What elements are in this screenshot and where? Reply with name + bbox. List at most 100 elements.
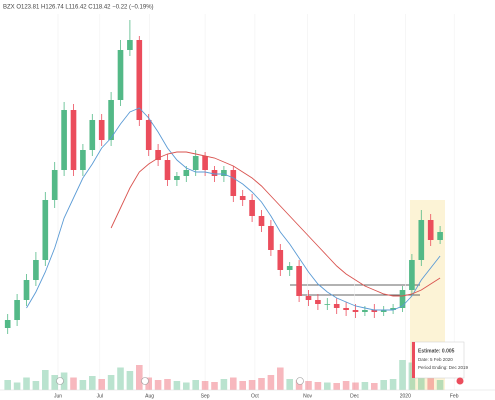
- volume-bar: [248, 380, 256, 390]
- candle-body: [61, 110, 67, 170]
- x-tick-label: Jul: [97, 393, 103, 399]
- event-marker[interactable]: [56, 377, 64, 385]
- x-tick-label: Dec: [350, 393, 359, 399]
- candle-body: [437, 232, 443, 240]
- volume-bar: [371, 383, 378, 390]
- volume-bar: [117, 367, 124, 390]
- x-tick-label: Feb: [450, 393, 459, 399]
- candle-body: [315, 300, 321, 304]
- candle-body: [155, 150, 161, 160]
- x-tick-label: 2020: [400, 393, 411, 399]
- volume-bar: [164, 379, 171, 390]
- volume-bar: [277, 367, 284, 390]
- volume-bar: [267, 375, 275, 390]
- volume-bar: [70, 377, 77, 390]
- x-tick-label: Aug: [145, 393, 154, 399]
- x-tick-label: Oct: [251, 393, 259, 399]
- candle-body: [183, 170, 190, 176]
- candle-body: [42, 200, 49, 260]
- candle-body: [136, 40, 143, 120]
- candle-body: [98, 120, 105, 140]
- volume-bar: [79, 380, 87, 390]
- volume-bar: [211, 382, 218, 390]
- candle-body: [305, 296, 312, 300]
- candle-body: [230, 170, 237, 196]
- event-marker[interactable]: [456, 377, 464, 385]
- volume-bar: [305, 381, 312, 390]
- candle-body: [277, 250, 284, 270]
- volume-bar: [192, 380, 199, 390]
- candle-body: [258, 216, 265, 226]
- candle-body: [211, 170, 218, 176]
- candle-body: [108, 100, 114, 140]
- volume-bar: [13, 382, 21, 390]
- volume-bar: [352, 382, 359, 390]
- volume-bar: [333, 383, 340, 390]
- candle-body: [239, 196, 246, 200]
- candle-body: [296, 266, 302, 296]
- volume-bar: [389, 379, 397, 390]
- candle-body: [117, 50, 124, 100]
- x-tick-label: Sep: [201, 393, 210, 399]
- volume-bar: [32, 381, 40, 390]
- candle-body: [409, 260, 415, 290]
- candle-body: [174, 176, 180, 180]
- moving-average-line: [26, 107, 441, 311]
- candle-body: [418, 220, 425, 260]
- volume-bar: [324, 382, 331, 390]
- x-tick-label: Nov: [303, 393, 312, 399]
- candle-body: [202, 156, 208, 170]
- volume-bar: [239, 381, 246, 390]
- volume-bar: [23, 377, 30, 390]
- volume-bar: [399, 360, 406, 390]
- candle-body: [390, 308, 396, 310]
- candle-body: [14, 300, 20, 320]
- volume-bar: [89, 376, 96, 390]
- volume-bar: [230, 377, 237, 390]
- plot: Jun Jul Aug Sep Oct Nov Dec 2020 Feb: [4, 14, 459, 399]
- candle-body: [399, 290, 406, 308]
- volume-bar: [42, 370, 49, 390]
- volume-bar: [342, 381, 350, 390]
- candle-body: [221, 170, 227, 176]
- volume-bar: [173, 381, 181, 390]
- volume-bar: [295, 380, 303, 390]
- event-marker[interactable]: [141, 377, 149, 385]
- candle-body: [80, 150, 86, 170]
- event-marker[interactable]: [296, 377, 304, 385]
- candle-body: [286, 266, 293, 270]
- candle-body: [51, 170, 58, 200]
- candle-body: [4, 320, 11, 328]
- candle-body: [333, 304, 340, 308]
- volume-bar: [201, 381, 209, 390]
- volume-bar: [51, 375, 58, 390]
- candle-body: [23, 280, 30, 300]
- candle-body: [380, 310, 387, 312]
- volume-bar: [183, 382, 190, 390]
- candle-body: [362, 310, 368, 312]
- volume-bar: [145, 377, 152, 390]
- volume-bar: [220, 379, 228, 390]
- tooltip-text: Date: 5 Feb 2020: [418, 357, 453, 362]
- candle-body: [89, 120, 96, 150]
- candle-body: [324, 304, 331, 305]
- candle-body: [33, 260, 39, 280]
- tooltip-text: Period Ending: Dec 2019: [418, 365, 469, 370]
- volume-bar: [418, 370, 425, 390]
- candle-body: [371, 310, 378, 312]
- volume-bar: [286, 379, 293, 390]
- candle-body: [427, 220, 434, 240]
- candle-body: [192, 156, 199, 170]
- tooltip-accent: [412, 342, 415, 378]
- candle-body: [343, 308, 349, 310]
- volume-bar: [427, 377, 434, 390]
- candle-body: [352, 310, 359, 312]
- candle-body: [70, 110, 77, 170]
- volume-bar: [436, 380, 444, 390]
- volume-bar: [154, 380, 162, 390]
- candle-body: [268, 226, 274, 250]
- tooltip-box: [411, 341, 465, 379]
- volume-bar: [60, 372, 68, 390]
- volume-bar: [314, 382, 322, 390]
- candle-body: [127, 40, 133, 50]
